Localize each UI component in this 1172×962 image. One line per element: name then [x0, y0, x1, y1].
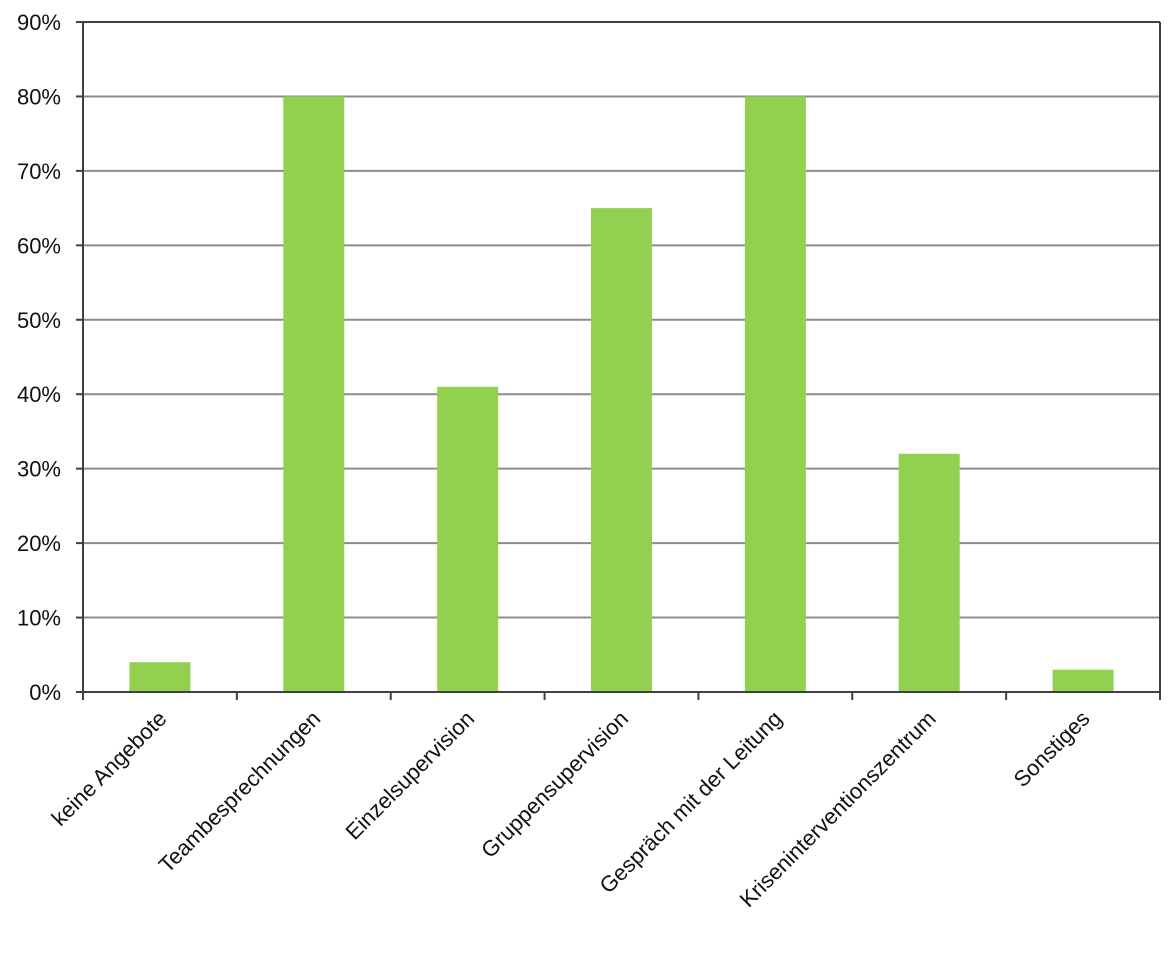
bar [591, 208, 652, 692]
bar [898, 453, 960, 692]
axes [76, 21, 1161, 700]
y-tick-label: 90% [17, 10, 61, 35]
bar [437, 386, 499, 692]
y-tick-label: 10% [17, 606, 61, 631]
bar [283, 96, 345, 692]
bar [744, 96, 806, 692]
y-tick-label: 30% [17, 457, 61, 482]
y-tick-label: 0% [29, 680, 61, 705]
bar [129, 662, 191, 692]
bars [129, 96, 1114, 692]
y-tick-label: 20% [17, 531, 61, 556]
y-tick-label: 50% [17, 308, 61, 333]
y-tick-label: 70% [17, 159, 61, 184]
y-tick-label: 80% [17, 84, 61, 109]
y-tick-label: 40% [17, 382, 61, 407]
bar [1052, 669, 1114, 692]
y-tick-label: 60% [17, 233, 61, 258]
